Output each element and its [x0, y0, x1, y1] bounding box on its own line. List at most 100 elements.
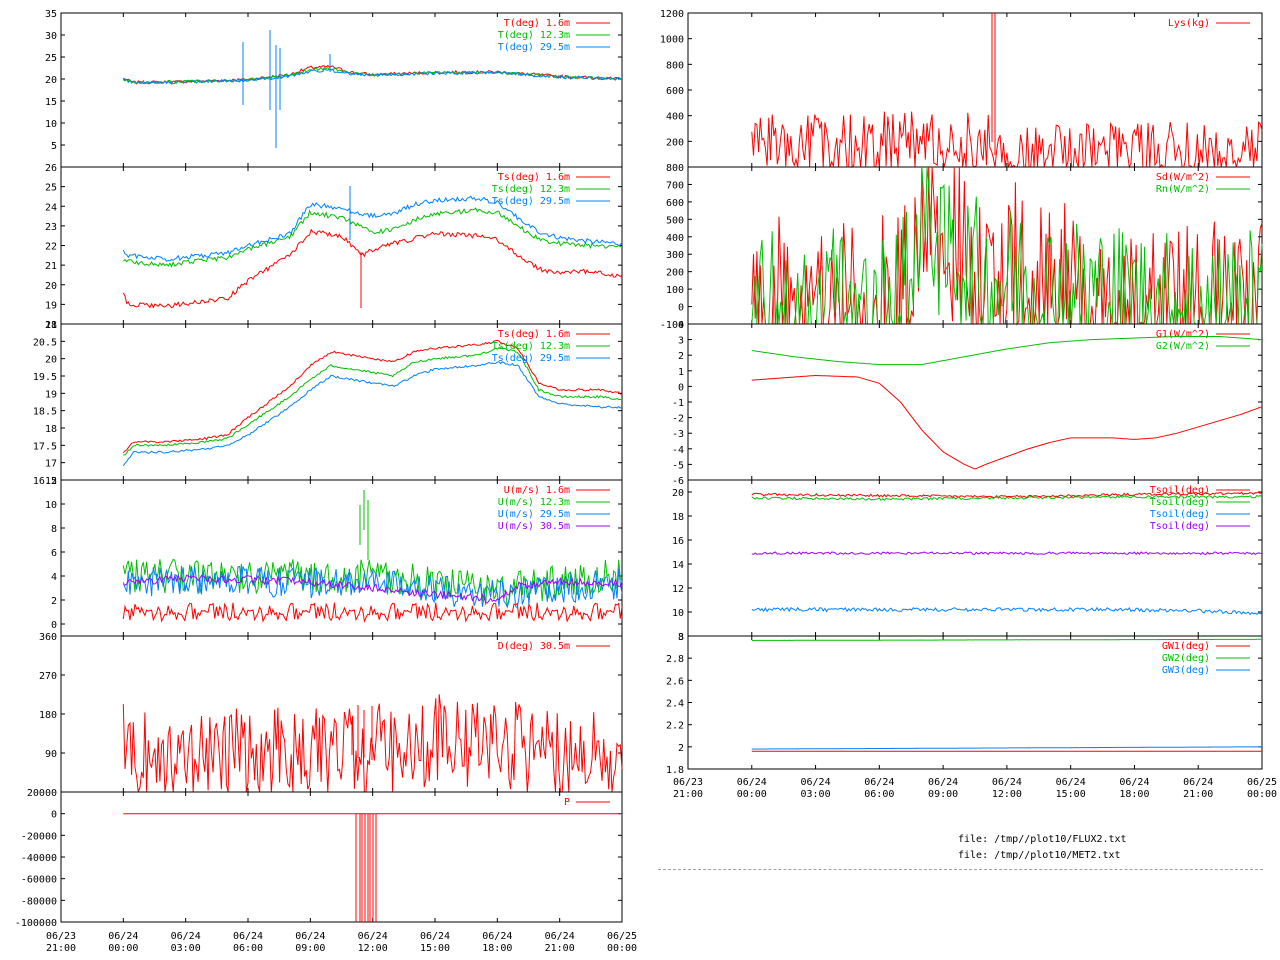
legend-label: Tsoil(deg) [1150, 509, 1210, 520]
legend-label: Ts(deg) 29.5m [492, 196, 570, 207]
x-tick-date: 06/23 [673, 777, 703, 788]
separator-line [658, 869, 1263, 870]
y-tick-label: 600 [666, 86, 684, 97]
y-tick-label: 0 [51, 810, 57, 821]
y-tick-label: 22 [45, 242, 57, 253]
y-tick-label: 16.5 [33, 476, 57, 487]
legend-label: Ts(deg) 12.3m [492, 341, 570, 352]
series-line [751, 336, 1263, 366]
legend-label: G1(W/m^2) [1156, 329, 1210, 340]
y-tick-label: 35 [45, 9, 57, 20]
x-tick-time: 21:00 [1183, 789, 1213, 800]
legend-label: T(deg) 1.6m [504, 18, 570, 29]
legend-label: Lys(kg) [1168, 18, 1210, 29]
legend-label: GW1(deg) [1162, 641, 1210, 652]
x-tick-date: 06/24 [737, 777, 767, 788]
x-tick-time: 15:00 [1056, 789, 1086, 800]
legend-label: P [564, 797, 570, 808]
y-tick-label: 21 [45, 261, 57, 272]
x-tick-date: 06/24 [233, 931, 263, 942]
x-tick-time: 03:00 [171, 943, 201, 954]
y-tick-label: 2.2 [666, 721, 684, 732]
y-tick-label: 1000 [660, 35, 684, 46]
chart-panel-9: -6 -5 -4 -3 -2 -1 0 1 2 3 4 G1(W/m^2)G2(W/m^2) [672, 320, 1263, 487]
legend-label: D(deg) 30.5m [498, 641, 570, 652]
y-tick-label: 200 [666, 137, 684, 148]
y-tick-label: 20 [45, 355, 57, 366]
legend-label: Tsoil(deg) [1150, 497, 1210, 508]
legend-label: U(m/s) 29.5m [498, 509, 570, 520]
legend-label: Ts(deg) 1.6m [498, 329, 570, 340]
chart-panel-4: 0 2 4 6 8 10 12 U(m/s) 1.6mU(m/s) 12.3mU(m/s) 2… [45, 476, 623, 637]
y-tick-label: -40000 [21, 853, 57, 864]
series-line [122, 361, 623, 467]
x-tick-time: 12:00 [992, 789, 1022, 800]
y-tick-label: 300 [666, 250, 684, 261]
y-tick-label: 4 [678, 320, 684, 331]
legend-label: G2(W/m^2) [1156, 341, 1210, 352]
series-line [122, 195, 623, 262]
series-line [123, 573, 623, 604]
plot-frame [687, 12, 1263, 168]
x-tick-date: 06/24 [545, 931, 575, 942]
x-tick-date: 06/24 [801, 777, 831, 788]
y-tick-label: -100 [660, 320, 684, 331]
series-line [751, 746, 1263, 750]
y-tick-label: 26 [45, 163, 57, 174]
y-tick-label: 19.5 [33, 372, 57, 383]
y-tick-label: -100000 [15, 918, 57, 929]
y-tick-label: -1 [672, 398, 684, 409]
x-tick-time: 09:00 [295, 943, 325, 954]
legend-label: Ts(deg) 1.6m [498, 172, 570, 183]
series-line [122, 228, 623, 309]
y-tick-label: 18.5 [33, 407, 57, 418]
legend-label: Tsoil(deg) [1150, 521, 1210, 532]
x-tick-date: 06/24 [358, 931, 388, 942]
chart-panel-5: 90 180 270 360 D(deg) 30.5m [39, 632, 623, 793]
x-tick-date: 06/23 [46, 931, 76, 942]
series-line [122, 566, 623, 609]
y-tick-label: -5 [672, 460, 684, 471]
chart-panel-7: 200 400 600 800 1000 1200 Lys(kg) [660, 9, 1263, 169]
chart-panel-3: 16.5 17 17.5 18 18.5 19 19.5 20 20.5 21 Ts(deg) 1.… [33, 320, 623, 487]
y-tick-label: 6 [51, 548, 57, 559]
x-tick-date: 06/24 [864, 777, 894, 788]
x-tick-time: 03:00 [801, 789, 831, 800]
legend-label: GW3(deg) [1162, 665, 1210, 676]
y-tick-label: 20000 [27, 788, 57, 799]
chart-panel-1: 5 10 15 20 25 30 35 T(deg) 1.6mT(deg) 12.3mT(de… [45, 9, 623, 168]
x-tick-date: 06/25 [607, 931, 637, 942]
series-line [122, 558, 623, 607]
y-tick-label: 1200 [660, 9, 684, 20]
y-tick-label: 10 [45, 119, 57, 130]
y-tick-label: 270 [39, 671, 57, 682]
x-tick-date: 06/24 [171, 931, 201, 942]
y-tick-label: 17.5 [33, 441, 57, 452]
x-tick-time: 00:00 [737, 789, 767, 800]
x-tick-time: 06:00 [864, 789, 894, 800]
x-tick-time: 09:00 [928, 789, 958, 800]
series-line [123, 347, 623, 456]
legend-label: U(m/s) 12.3m [498, 497, 570, 508]
series-line [751, 495, 1263, 502]
y-tick-label: -2 [672, 414, 684, 425]
y-tick-label: 2.6 [666, 676, 684, 687]
y-tick-label: 2 [678, 743, 684, 754]
x-axis-labels: 06/2321:0006/2400:0006/2403:0006/2406:00… [46, 931, 637, 954]
y-tick-label: 25 [45, 53, 57, 64]
legend-label: T(deg) 29.5m [498, 42, 570, 53]
y-tick-label: 2.4 [666, 699, 684, 710]
y-tick-label: 10 [45, 500, 57, 511]
x-tick-date: 06/24 [1119, 777, 1149, 788]
y-tick-label: 21 [45, 320, 57, 331]
x-tick-time: 12:00 [358, 943, 388, 954]
y-tick-label: 15 [45, 97, 57, 108]
y-tick-label: -80000 [21, 896, 57, 907]
x-tick-time: 18:00 [482, 943, 512, 954]
x-tick-date: 06/24 [108, 931, 138, 942]
y-tick-label: 20 [45, 75, 57, 86]
y-tick-label: 200 [666, 268, 684, 279]
y-tick-label: 500 [666, 215, 684, 226]
